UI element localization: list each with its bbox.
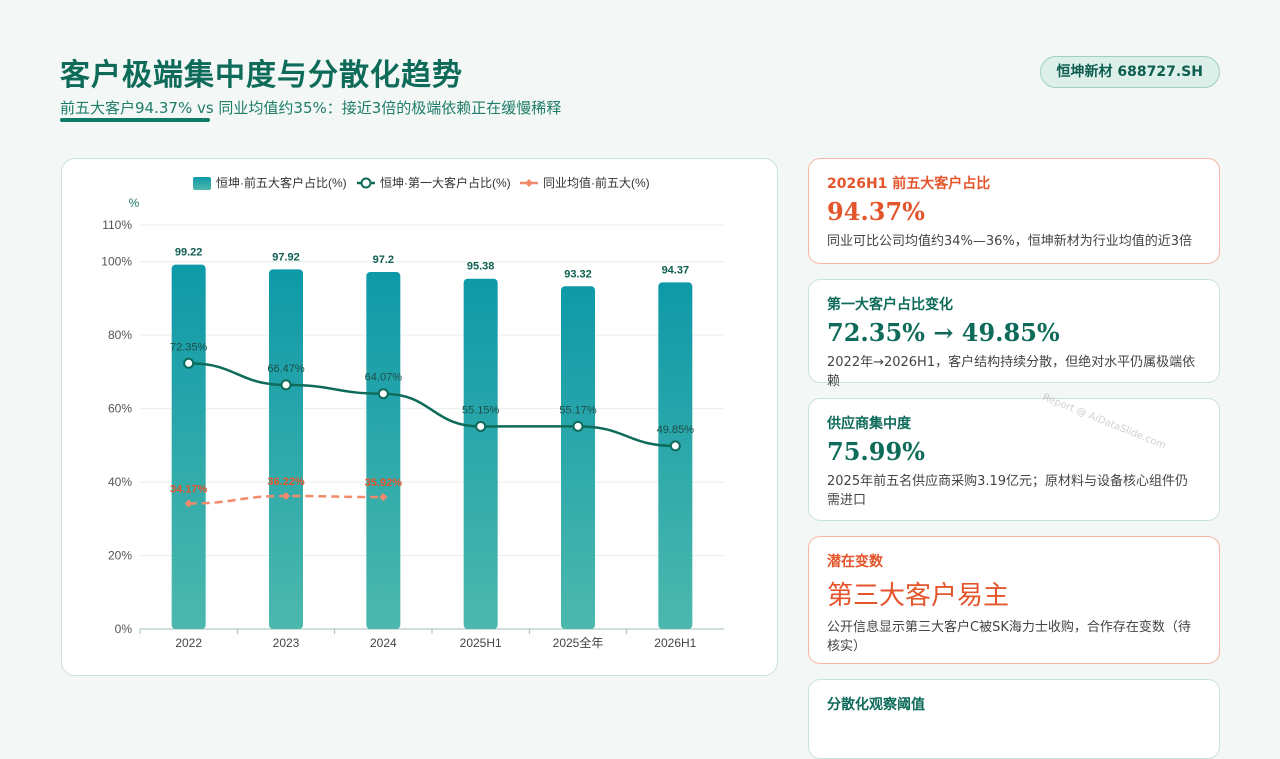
legend-label: 恒坤·前五大客户占比(%) [216,175,347,190]
bar-top5-2024 [366,272,401,629]
point-top1-2026H1 [669,440,681,452]
y-tick-label: 40% [108,475,132,489]
y-tick-label: 110% [102,218,132,232]
point-top1-2024 [377,388,389,400]
point-top1-2025全年 [572,420,584,432]
x-tick-label: 2025H1 [460,636,502,650]
customer-concentration-chart: 0% 20% 40% 60% 80% 100% 110%% 2022 2023 2024 2025H… [101,175,724,650]
card-title: 分散化观察阈值 [827,697,925,713]
line-top1-value-label: 66.47% [267,363,305,375]
page-subtitle: 前五大客户94.37% vs 同业均值约35%：接近3倍的极端依赖正在缓慢稀释 [60,99,562,117]
line-top1-value-label: 55.15% [462,404,500,416]
page-title: 客户极端集中度与分散化趋势 [60,58,463,93]
line-top1-value-label: 72.35% [170,341,208,353]
y-tick-label: 80% [108,328,132,342]
card-diversification-threshold: 分散化观察阈值 [808,679,1220,759]
bar-value-label: 93.32 [564,268,592,280]
card-top5-share: 2026H1 前五大客户占比 94.37% 同业可比公司均值约34%—36%，恒… [808,158,1220,264]
bar-value-label: 97.92 [272,251,300,263]
card-title: 潜在变数 [827,554,883,570]
y-tick-label: 100% [101,255,132,269]
point-peer-2024 [379,493,388,502]
bar-value-label: 95.38 [467,261,495,273]
line-top1-value-label: 55.17% [559,404,597,416]
card-title: 2026H1 前五大客户占比 [827,176,991,192]
point-top1-2022 [183,357,195,369]
card-desc: 2022年→2026H1，客户结构持续分散，但绝对水平仍属极端依赖 [827,355,1196,389]
y-tick-label: 0% [115,622,133,636]
point-top1-2025H1 [475,420,487,432]
subtitle-underline [60,118,210,122]
bar-top5-2025H1 [463,278,498,629]
card-title: 第一大客户占比变化 [827,297,953,313]
legend-label: 同业均值·前五大(%) [543,175,650,190]
bar-value-label: 94.37 [662,264,690,276]
card-desc: 同业可比公司均值约34%—36%，恒坤新材为行业均值的近3倍 [827,234,1193,249]
bar-value-label: 99.22 [175,247,203,259]
line-peer-value-label: 36.22% [267,476,305,488]
bar-value-label: 97.2 [373,254,394,266]
x-tick-label: 2026H1 [654,636,696,650]
point-top1-2023 [280,379,292,391]
bar-top5-2025全年 [561,286,595,629]
stock-badge: 恒坤新材 688727.SH [1039,56,1220,88]
y-tick-label: 60% [108,402,132,416]
x-tick-label: 2025全年 [553,635,604,650]
x-tick-label: 2024 [370,636,397,650]
line-top1-value-label: 64.07% [365,372,403,384]
legend-swatch-top5 [193,177,211,190]
legend-marker-peer [525,179,533,187]
x-tick-label: 2023 [273,636,300,650]
line-top1 [188,362,676,448]
point-peer-2022 [184,499,193,508]
card-title: 供应商集中度 [827,416,911,432]
line-top1-value-label: 49.85% [657,424,695,436]
chart-card: 0% 20% 40% 60% 80% 100% 110%% 2022 2023 2024 2025H… [61,158,778,676]
card-value: 第三大客户易主 [827,581,1010,611]
bar-top5-2023 [269,269,303,629]
bar-top5-2022 [171,264,206,629]
card-value: 75.99% [827,437,925,466]
point-peer-2023 [282,491,290,500]
card-value: 72.35% → 49.85% [827,318,1060,347]
card-top1-change: 第一大客户占比变化 72.35% → 49.85% 2022年→2026H1，客… [808,279,1220,389]
card-value: 94.37% [827,197,925,226]
card-desc: 公开信息显示第三大客户C被SK海力士收购，合作存在变数（待核实） [827,620,1191,654]
line-peer-value-label: 35.92% [365,477,403,489]
y-tick-label: 20% [108,549,132,563]
card-supplier-concentration: 供应商集中度 75.99% 2025年前五名供应商采购3.19亿元；原材料与设备… [808,398,1220,521]
y-axis-label: % [129,196,140,210]
legend-label: 恒坤·第一大客户占比(%) [380,175,511,190]
legend-marker-top1 [360,177,372,189]
line-peer-value-label: 34.17% [170,484,208,496]
card-potential-risk: 潜在变数 第三大客户易主 公开信息显示第三大客户C被SK海力士收购，合作存在变数… [808,536,1220,664]
bar-top5-2026H1 [658,282,693,629]
x-tick-label: 2022 [175,636,202,650]
card-desc: 2025年前五名供应商采购3.19亿元；原材料与设备核心组件仍需进口 [827,474,1189,508]
